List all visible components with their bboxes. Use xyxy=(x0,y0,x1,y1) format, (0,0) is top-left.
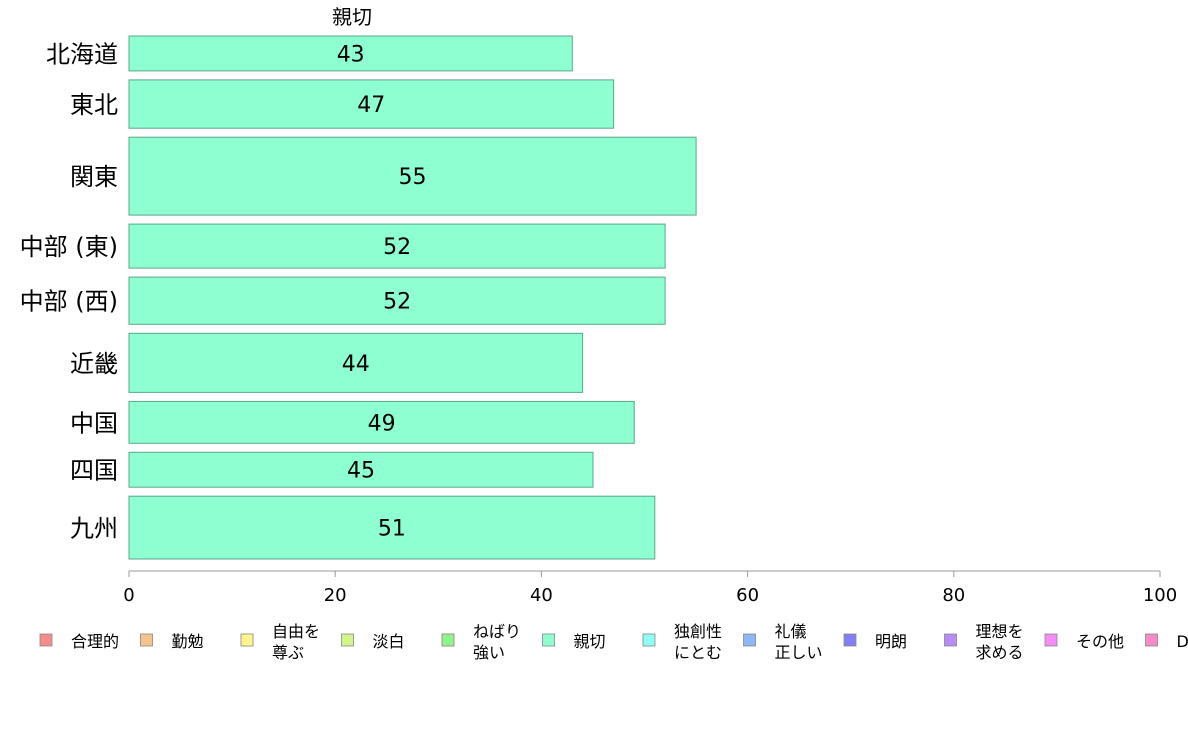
legend: 合理的 勤勉自由を尊ぶ淡白ねばり強い親切独創性にとむ礼儀正しい明朗理想を求めるその… xyxy=(39,622,1188,662)
legend-item: 親切 xyxy=(542,632,606,651)
legend-swatch xyxy=(1044,633,1058,647)
bar-value-label: 47 xyxy=(357,93,385,118)
x-tick-label: 40 xyxy=(530,585,553,606)
legend-swatch xyxy=(944,633,957,647)
legend-label: D xyxy=(1177,632,1188,651)
legend-label: 強い xyxy=(473,643,505,662)
legend-swatch xyxy=(240,633,254,647)
legend-label: 理想を xyxy=(976,622,1024,641)
bar-value-label: 49 xyxy=(368,411,396,436)
legend-label: 尊ぶ xyxy=(272,643,304,662)
legend-swatch xyxy=(140,633,153,647)
legend-swatch xyxy=(843,633,857,647)
bar xyxy=(128,223,666,269)
x-tick-label: 100 xyxy=(1143,585,1177,606)
bar xyxy=(128,400,635,444)
legend-item: 合理的 xyxy=(39,632,119,651)
legend-swatch xyxy=(341,633,354,647)
legend-label: 明朗 xyxy=(875,632,907,651)
legend-label: その他 xyxy=(1076,632,1124,651)
legend-label: 親切 xyxy=(574,632,606,651)
legend-label: 求める xyxy=(976,643,1024,662)
category-label: 中部 (東) xyxy=(20,233,118,261)
x-tick-label: 0 xyxy=(123,585,134,606)
bar xyxy=(128,495,656,560)
legend-label: 合理的 xyxy=(71,632,119,651)
bars: 43 北海道 47 東北 55 関東 52 中部 (東) 52 中部 (西) 44 近畿 49 中国 45 四… xyxy=(20,35,697,560)
legend-swatch xyxy=(542,633,555,647)
legend-item: D xyxy=(1145,632,1188,651)
bar xyxy=(128,136,697,216)
legend-swatch xyxy=(39,633,53,647)
x-axis: 0 20 40 60 80 100 xyxy=(123,570,1177,606)
legend-swatch xyxy=(743,633,756,647)
category-label: 関東 xyxy=(70,163,118,191)
bar xyxy=(128,276,666,325)
bar-value-label: 52 xyxy=(383,235,411,260)
bar-value-label: 45 xyxy=(347,459,375,484)
legend-item: その他 xyxy=(1044,632,1124,651)
bar xyxy=(128,332,584,393)
legend-swatch xyxy=(441,633,455,647)
panel-title: 親切 xyxy=(332,5,372,29)
category-label: 近畿 xyxy=(70,350,118,378)
bar-value-label: 55 xyxy=(399,165,427,190)
legend-label: 独創性 xyxy=(674,622,722,641)
x-tick-label: 60 xyxy=(736,585,759,606)
bar-value-label: 44 xyxy=(342,352,370,377)
category-label: 九州 xyxy=(70,515,118,543)
x-tick-label: 80 xyxy=(942,585,965,606)
bar-value-label: 51 xyxy=(378,517,406,542)
legend-label: 正しい xyxy=(775,643,823,662)
legend-item: 淡白 xyxy=(341,632,405,651)
bar xyxy=(128,35,573,72)
legend-label: 勤勉 xyxy=(172,632,204,651)
legend-label: 淡白 xyxy=(373,632,405,651)
legend-label: にとむ xyxy=(674,643,722,662)
category-label: 東北 xyxy=(70,91,118,119)
legend-label: ねばり xyxy=(473,622,521,641)
category-label: 四国 xyxy=(70,457,118,485)
bar-value-label: 43 xyxy=(337,42,365,67)
legend-item: 明朗 xyxy=(843,632,907,651)
bar xyxy=(128,451,594,488)
legend-label: 礼儀 xyxy=(775,622,807,641)
bar-value-label: 52 xyxy=(383,290,411,315)
category-label: 中部 (西) xyxy=(20,288,118,316)
legend-swatch xyxy=(1145,633,1158,647)
category-label: 北海道 xyxy=(46,40,118,68)
legend-item: 勤勉 xyxy=(140,632,204,651)
legend-label: 自由を xyxy=(272,622,320,641)
legend-swatch xyxy=(642,633,656,647)
x-tick-label: 20 xyxy=(324,585,347,606)
category-label: 中国 xyxy=(70,409,118,437)
bar xyxy=(128,79,615,129)
